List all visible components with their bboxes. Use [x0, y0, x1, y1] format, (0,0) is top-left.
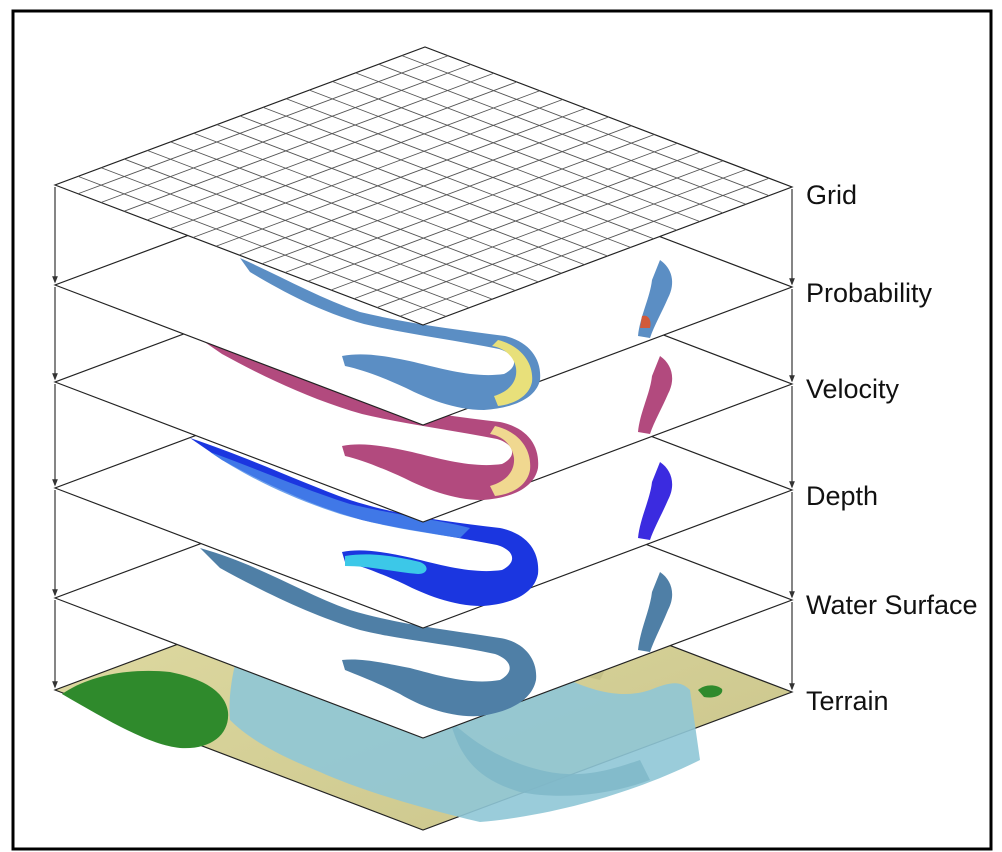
water-surface-side-channel [638, 572, 673, 652]
terrain-forest-small [698, 685, 723, 698]
grid-line [376, 169, 747, 308]
grid-line [378, 63, 747, 205]
depth-cyan-shoal [345, 554, 427, 574]
probability-peak [640, 315, 651, 328]
grid-layer [53, 46, 794, 326]
velocity-high-zone [490, 426, 531, 496]
label-probability: Probability [806, 278, 933, 308]
label-velocity: Velocity [806, 374, 900, 404]
grid-line [309, 89, 677, 231]
grid-line [262, 106, 631, 248]
probability-high-zone [492, 340, 533, 406]
grid-line [399, 177, 770, 317]
grid-line [261, 125, 632, 265]
grid-line [239, 115, 608, 257]
label-water-surface: Water Surface [806, 590, 978, 620]
grid-lines [77, 55, 770, 317]
grid-line [332, 81, 700, 222]
label-terrain: Terrain [806, 686, 889, 716]
grid-line [307, 142, 678, 282]
terrain-forest-large [62, 670, 229, 749]
velocity-side-channel [638, 356, 673, 434]
grid-line [355, 72, 723, 214]
grid-line [401, 55, 770, 197]
grid-line [353, 160, 724, 300]
depth-shallow-overlay [210, 452, 470, 538]
probability-channel [240, 258, 541, 410]
water-surface-channel [200, 548, 537, 717]
label-depth: Depth [806, 481, 878, 511]
velocity-channel [190, 332, 539, 500]
grid-line [284, 134, 655, 273]
grid-line [286, 98, 654, 240]
grid-line [330, 151, 701, 291]
terrain-water-branch [450, 720, 650, 796]
label-grid: Grid [806, 180, 857, 210]
figure-frame [11, 9, 993, 851]
depth-side-channel [638, 462, 673, 540]
